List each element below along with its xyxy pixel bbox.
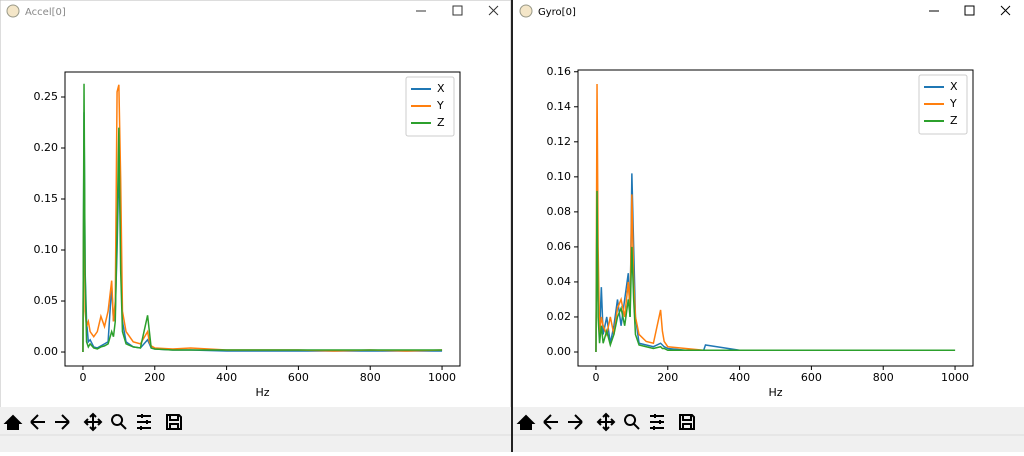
legend-label: X	[437, 82, 445, 95]
pan-button[interactable]	[83, 412, 103, 432]
legend-label: X	[950, 80, 958, 93]
toolbar	[513, 407, 1024, 452]
legend-label: Y	[949, 97, 957, 110]
window-title: Accel[0]	[25, 7, 66, 18]
x-tick-label: 200	[657, 371, 678, 384]
x-axis-label: Hz	[255, 386, 269, 399]
close-button[interactable]	[1000, 5, 1011, 16]
back-button[interactable]	[543, 414, 558, 430]
x-tick-label: 600	[288, 371, 309, 384]
y-tick-label: 0.15	[34, 192, 59, 205]
x-tick-label: 600	[801, 371, 822, 384]
y-tick-label: 0.20	[34, 141, 59, 154]
data-line	[82, 83, 443, 353]
back-button[interactable]	[30, 414, 45, 430]
x-tick-label: 1000	[428, 371, 456, 384]
y-tick-label: 0.04	[547, 275, 572, 288]
forward-button[interactable]	[55, 414, 70, 430]
configure-button[interactable]	[650, 414, 664, 430]
y-tick-label: 0.00	[34, 345, 59, 358]
plot-frame	[577, 69, 974, 367]
window-title: Gyro[0]	[538, 7, 576, 18]
plot-frame	[64, 71, 461, 367]
home-button[interactable]	[3, 414, 23, 430]
pan-button[interactable]	[596, 412, 616, 432]
y-tick-label: 0.02	[547, 310, 572, 323]
y-tick-label: 0.00	[547, 345, 572, 358]
legend-label: Z	[950, 114, 958, 127]
x-tick-label: 0	[79, 371, 86, 384]
save-button[interactable]	[679, 414, 695, 430]
maximize-button[interactable]	[964, 5, 975, 16]
x-tick-label: 800	[873, 371, 894, 384]
forward-button[interactable]	[568, 414, 583, 430]
x-axis-label: Hz	[768, 386, 782, 399]
data-line	[595, 190, 956, 352]
save-button[interactable]	[166, 414, 182, 430]
y-tick-label: 0.05	[34, 294, 59, 307]
configure-button[interactable]	[137, 414, 151, 430]
plot-area	[578, 70, 973, 366]
y-tick-label: 0.16	[547, 65, 572, 78]
y-tick-label: 0.12	[547, 135, 572, 148]
y-tick-label: 0.14	[547, 100, 572, 113]
x-tick-label: 200	[144, 371, 165, 384]
y-tick-label: 0.08	[547, 205, 572, 218]
y-tick-label: 0.06	[547, 240, 572, 253]
x-tick-label: 800	[360, 371, 381, 384]
x-tick-label: 0	[592, 371, 599, 384]
zoom-button[interactable]	[111, 414, 127, 430]
app-icon	[519, 4, 533, 18]
legend-label: Z	[437, 116, 445, 129]
y-tick-label: 0.25	[34, 90, 59, 103]
y-tick-label: 0.10	[34, 243, 59, 256]
zoom-button[interactable]	[624, 414, 640, 430]
plot-area	[65, 72, 460, 366]
close-button[interactable]	[488, 5, 499, 16]
x-tick-label: 1000	[941, 371, 969, 384]
maximize-button[interactable]	[452, 5, 463, 16]
app-icon	[6, 4, 20, 18]
x-tick-label: 400	[729, 371, 750, 384]
toolbar	[0, 407, 511, 452]
y-tick-label: 0.10	[547, 170, 572, 183]
x-tick-label: 400	[216, 371, 237, 384]
home-button[interactable]	[516, 414, 536, 430]
legend-label: Y	[436, 99, 444, 112]
